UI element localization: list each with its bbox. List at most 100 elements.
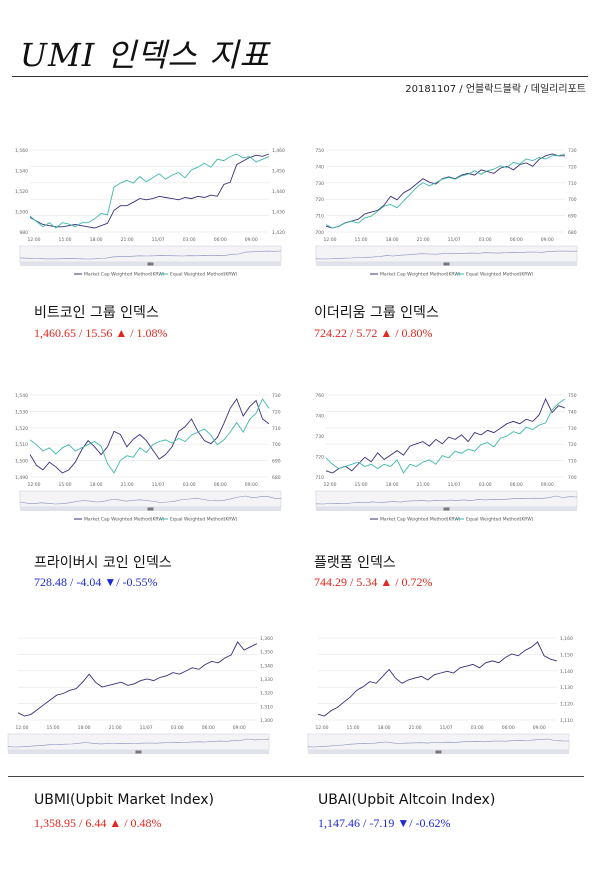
page-title: UMI 인덱스 지표 <box>20 36 270 74</box>
y-right-tick-label: 680 <box>272 475 281 481</box>
y-right-tick-label: 1,300 <box>260 718 273 724</box>
x-tick-label: 18:00 <box>386 482 399 488</box>
navigator-scroll-handle <box>443 262 450 266</box>
navigator-line <box>315 495 578 505</box>
y-right-tick-label: 690 <box>568 214 577 220</box>
y-left-tick-label: 1,510 <box>15 442 28 448</box>
series-line <box>325 153 566 229</box>
x-tick-label: 21:00 <box>417 237 430 243</box>
x-tick-label: 11/07 <box>140 725 153 731</box>
navigator-line <box>19 495 282 505</box>
chart-svg: 1,160 1,150 1,140 1,130 1,120 1,110 12:00 15:00… <box>307 636 573 754</box>
x-tick-label: 18:00 <box>378 725 391 731</box>
x-tick-label: 18:00 <box>386 237 399 243</box>
y-right-tick-label: 1,150 <box>560 652 573 658</box>
navigator-line <box>19 250 282 260</box>
legend-label-cap: Market Cap Weighted Method(KRW) <box>84 517 165 523</box>
y-left-tick-label: 1,540 <box>15 393 28 399</box>
y-right-tick-label: 1,160 <box>560 636 573 642</box>
report-subtitle: 20181107 / 언블락드블락 / 데일리리포트 <box>405 84 586 95</box>
index-name-ubai: UBAI(Upbit Altcoin Index) <box>318 792 496 808</box>
x-tick-label: 12:00 <box>16 725 29 731</box>
y-left-tick-label: 1,530 <box>15 409 28 415</box>
x-tick-label: 11/07 <box>440 725 453 731</box>
y-right-tick-label: 1,430 <box>272 210 285 216</box>
y-right-tick-label: 730 <box>568 148 577 154</box>
y-right-tick-label: 710 <box>568 181 577 187</box>
navigator-scroll-handle <box>435 750 442 754</box>
x-tick-label: 21:00 <box>109 725 122 731</box>
x-tick-label: 06:00 <box>214 482 227 488</box>
index-name-bitcoin: 비트코인 그룹 인덱스 <box>34 305 159 321</box>
y-right-tick-label: 1,330 <box>260 677 273 683</box>
y-right-tick-label: 1,350 <box>260 650 273 656</box>
legend-label-equal: Equal Weighted Method(KRW) <box>466 517 534 523</box>
x-tick-label: 21:00 <box>121 482 134 488</box>
chart-svg: 1,360 1,350 1,340 1,330 1,320 1,310 1,300 12:00… <box>7 636 273 754</box>
y-left-tick-label: 710 <box>315 214 324 220</box>
y-left-tick-label: 700 <box>315 230 324 236</box>
navigator-line <box>307 738 570 748</box>
x-tick-label: 06:00 <box>510 237 523 243</box>
y-right-tick-label: 1,440 <box>272 189 285 195</box>
series-line <box>325 398 566 474</box>
navigator-scroll-handle <box>135 750 142 754</box>
legend-label-equal: Equal Weighted Method(KRW) <box>170 517 238 523</box>
x-tick-label: 09:00 <box>541 482 554 488</box>
y-left-tick-label: 1,520 <box>15 189 28 195</box>
x-tick-label: 06:00 <box>202 725 215 731</box>
y-left-tick-label: 1,490 <box>15 475 28 481</box>
y-left-tick-label: 730 <box>315 181 324 187</box>
chart-privacy-coin: 1,540 1,530 1,520 1,510 1,500 1,490 730 720 710 7… <box>12 385 287 525</box>
y-left-tick-label: 720 <box>315 197 324 203</box>
range-navigator <box>307 733 570 751</box>
legend-label-equal: Equal Weighted Method(KRW) <box>466 272 534 278</box>
y-left-tick-label: 730 <box>315 434 324 440</box>
x-tick-label: 09:00 <box>233 725 246 731</box>
legend-label-equal: Equal Weighted Method(KRW) <box>170 272 238 278</box>
series-line <box>325 397 566 474</box>
range-navigator <box>7 733 270 751</box>
index-name-ethereum: 이더리움 그룹 인덱스 <box>314 305 439 321</box>
y-right-tick-label: 1,320 <box>260 691 273 697</box>
x-tick-label: 12:00 <box>324 482 337 488</box>
y-right-tick-label: 720 <box>568 164 577 170</box>
x-tick-label: 12:00 <box>324 237 337 243</box>
chart-svg: 750 740 730 720 710 700 730 720 710 700 690 680 12:0… <box>315 148 578 278</box>
series-line <box>29 153 270 229</box>
y-right-tick-label: 750 <box>568 393 577 399</box>
chart-ubai: 1,160 1,150 1,140 1,130 1,120 1,110 12:00 15:00… <box>300 628 575 768</box>
y-right-tick-label: 1,340 <box>260 663 273 669</box>
index-value-ubmi: 1,358.95 / 6.44 ▲ / 0.48% <box>34 816 162 830</box>
y-right-tick-label: 730 <box>568 426 577 432</box>
x-tick-label: 18:00 <box>90 237 103 243</box>
x-tick-label: 03:00 <box>471 725 484 731</box>
x-tick-label: 03:00 <box>479 482 492 488</box>
y-right-tick-label: 1,130 <box>560 685 573 691</box>
index-value-bitcoin: 1,460.65 / 15.56 ▲ / 1.08% <box>34 326 168 340</box>
y-right-tick-label: 740 <box>568 409 577 415</box>
x-tick-label: 11/07 <box>448 237 461 243</box>
x-tick-label: 15:00 <box>347 725 360 731</box>
series-line <box>17 641 258 717</box>
y-left-tick-label: 720 <box>315 455 324 461</box>
x-tick-label: 12:00 <box>28 482 41 488</box>
legend-label-cap: Market Cap Weighted Method(KRW) <box>84 272 165 278</box>
range-navigator <box>19 245 282 263</box>
x-tick-label: 15:00 <box>355 237 368 243</box>
x-tick-label: 06:00 <box>502 725 515 731</box>
chart-svg: 1,540 1,530 1,520 1,510 1,500 1,490 730 720 710 7… <box>15 393 282 523</box>
range-navigator <box>315 245 578 263</box>
y-left-tick-label: 1,500 <box>15 459 28 465</box>
x-tick-label: 15:00 <box>355 482 368 488</box>
chart-bitcoin-group: 1,560 1,540 1,520 1,500 980 1,460 1,450 1,440 1,… <box>12 140 287 280</box>
y-left-tick-label: 750 <box>315 148 324 154</box>
y-left-tick-label: 1,520 <box>15 426 28 432</box>
x-tick-label: 15:00 <box>59 482 72 488</box>
navigator-line <box>7 738 270 748</box>
title-divider <box>12 76 588 77</box>
index-name-ubmi: UBMI(Upbit Market Index) <box>34 792 214 808</box>
y-left-tick-label: 1,500 <box>15 210 28 216</box>
chart-ethereum-group: 750 740 730 720 710 700 730 720 710 700 690 680 12:0… <box>308 140 583 280</box>
y-right-tick-label: 1,120 <box>560 702 573 708</box>
